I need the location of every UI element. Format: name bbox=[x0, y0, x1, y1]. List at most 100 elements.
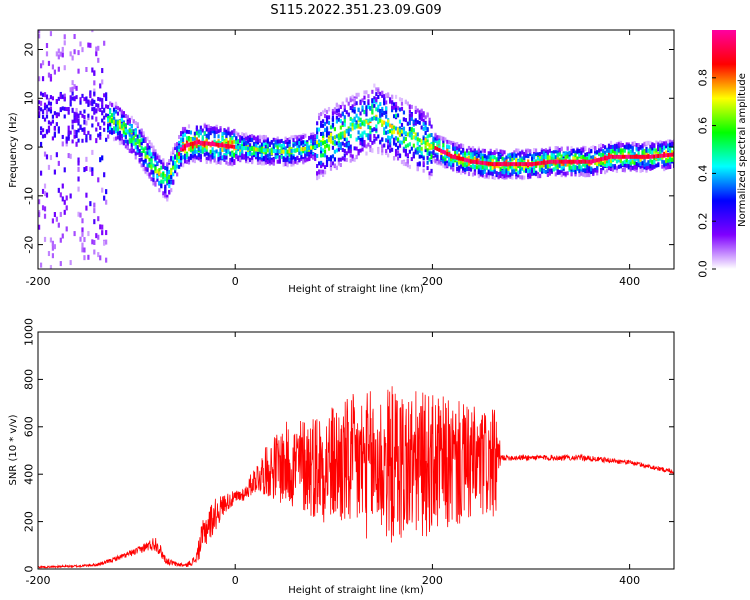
spectrogram-cell bbox=[580, 155, 583, 160]
spectrogram-cell bbox=[479, 152, 482, 157]
spectrogram-cell bbox=[369, 148, 372, 153]
spectrogram-cell bbox=[65, 137, 68, 142]
spectrogram-cell bbox=[398, 97, 402, 102]
spectrogram-cell bbox=[227, 150, 230, 155]
spectrogram-cell bbox=[540, 167, 544, 172]
spectrogram-cell bbox=[663, 141, 666, 146]
spectrogram-cell bbox=[438, 147, 441, 152]
spectrogram-cell bbox=[600, 143, 603, 148]
spectrogram-cell bbox=[416, 150, 419, 155]
spectrogram-cell bbox=[615, 166, 619, 171]
spectrogram-cell bbox=[361, 131, 364, 136]
spectrogram-cell bbox=[373, 134, 376, 139]
spectrogram-cell bbox=[124, 134, 127, 139]
spectrogram-cell bbox=[641, 143, 644, 148]
spectrogram-cell bbox=[416, 162, 419, 167]
spectrogram-cell bbox=[174, 169, 177, 174]
spectrogram-cell bbox=[146, 143, 149, 148]
spectrogram-cell bbox=[572, 159, 575, 164]
spectrogram-cell bbox=[73, 113, 76, 118]
spectrogram-cell bbox=[193, 159, 196, 164]
spectrogram-cell bbox=[519, 151, 522, 156]
spectrogram-cell bbox=[588, 147, 591, 152]
spectrogram-cell bbox=[93, 99, 96, 104]
spectrogram-cell bbox=[381, 93, 384, 98]
spectrogram-cell bbox=[544, 164, 548, 169]
spectrogram-cell bbox=[641, 148, 644, 153]
spectrogram-cell bbox=[375, 116, 378, 121]
spectrogram-cell bbox=[659, 150, 662, 155]
spectrogram-cell bbox=[454, 143, 457, 148]
spectrogram-cell bbox=[536, 152, 540, 157]
spectrogram-cell bbox=[211, 129, 214, 134]
spectrogram-cell bbox=[619, 143, 622, 148]
spectrogram-cell bbox=[458, 147, 461, 152]
spectrogram-cell bbox=[361, 134, 364, 139]
spectrogram-cell bbox=[623, 164, 626, 169]
spectrogram-cell bbox=[570, 165, 573, 170]
spectrogram-cell bbox=[586, 164, 589, 169]
spectrogram-cell bbox=[128, 121, 131, 126]
spectrogram-cell bbox=[564, 171, 567, 176]
y-tick-label: 20 bbox=[23, 43, 36, 57]
spectrogram-cell bbox=[327, 144, 331, 149]
spectrogram-cell bbox=[154, 182, 157, 187]
spectrogram-cell bbox=[77, 186, 80, 192]
spectrogram-cell bbox=[55, 152, 58, 158]
spectrogram-cell bbox=[321, 137, 325, 142]
spectrogram-cell bbox=[576, 159, 579, 164]
spectrogram-cell bbox=[207, 152, 210, 157]
spectrogram-cell bbox=[509, 156, 512, 161]
spectrogram-cell bbox=[217, 142, 220, 147]
spectrogram-cell bbox=[394, 152, 398, 157]
spectrogram-cell bbox=[181, 133, 185, 138]
spectrogram-cell bbox=[621, 168, 624, 173]
spectrogram-cell bbox=[371, 140, 374, 145]
spectrogram-cell bbox=[503, 162, 506, 167]
spectrogram-cell bbox=[347, 149, 350, 154]
spectrogram-cell bbox=[150, 165, 153, 170]
spectrogram-cell bbox=[355, 92, 358, 97]
spectrogram-cell bbox=[187, 142, 191, 147]
spectrogram-cell bbox=[552, 153, 555, 158]
spectrogram-cell bbox=[130, 146, 133, 151]
spectrogram-cell bbox=[168, 174, 171, 179]
spectrogram-cell bbox=[95, 138, 98, 144]
spectrogram-cell bbox=[538, 156, 542, 161]
spectrogram-cell bbox=[651, 159, 654, 164]
spectrogram-cell bbox=[63, 93, 66, 99]
spectrogram-cell bbox=[183, 128, 187, 133]
spectrogram-cell bbox=[172, 165, 175, 170]
spectrogram-cell bbox=[264, 151, 267, 156]
spectrogram-cell bbox=[217, 157, 220, 162]
spectrogram-cell bbox=[51, 136, 55, 141]
spectrogram-cell bbox=[53, 169, 56, 175]
spectrogram-cell bbox=[219, 128, 222, 133]
spectrogram-cell bbox=[79, 97, 82, 102]
spectrogram-cell bbox=[454, 150, 457, 155]
spectrogram-cell bbox=[320, 160, 323, 165]
spectrogram-cell bbox=[231, 158, 234, 163]
spectrogram-cell bbox=[546, 170, 549, 175]
spectrogram-cell bbox=[71, 96, 74, 101]
spectrogram-cell bbox=[353, 157, 356, 162]
spectrogram-cell bbox=[467, 146, 471, 151]
spectrogram-cell bbox=[339, 119, 342, 124]
spectrogram-cell bbox=[266, 148, 269, 153]
spectrogram-cell bbox=[568, 150, 571, 155]
colorbar-tick-label: 0.0 bbox=[697, 260, 710, 278]
spectrogram-cell bbox=[211, 147, 214, 152]
spectrogram-cell bbox=[489, 166, 492, 171]
spectrogram-cell bbox=[434, 136, 437, 141]
spectrogram-cell bbox=[499, 162, 502, 167]
spectrogram-cell bbox=[316, 171, 319, 176]
spectrogram-cell bbox=[213, 152, 216, 157]
spectrogram-cell bbox=[456, 162, 459, 167]
spectrogram-cell bbox=[225, 146, 228, 151]
spectrogram-cell bbox=[57, 54, 60, 60]
spectrogram-cell bbox=[272, 137, 275, 142]
y-tick-label: -10 bbox=[23, 187, 36, 205]
spectrogram-cell bbox=[49, 264, 53, 269]
spectrogram-cell bbox=[420, 139, 423, 144]
